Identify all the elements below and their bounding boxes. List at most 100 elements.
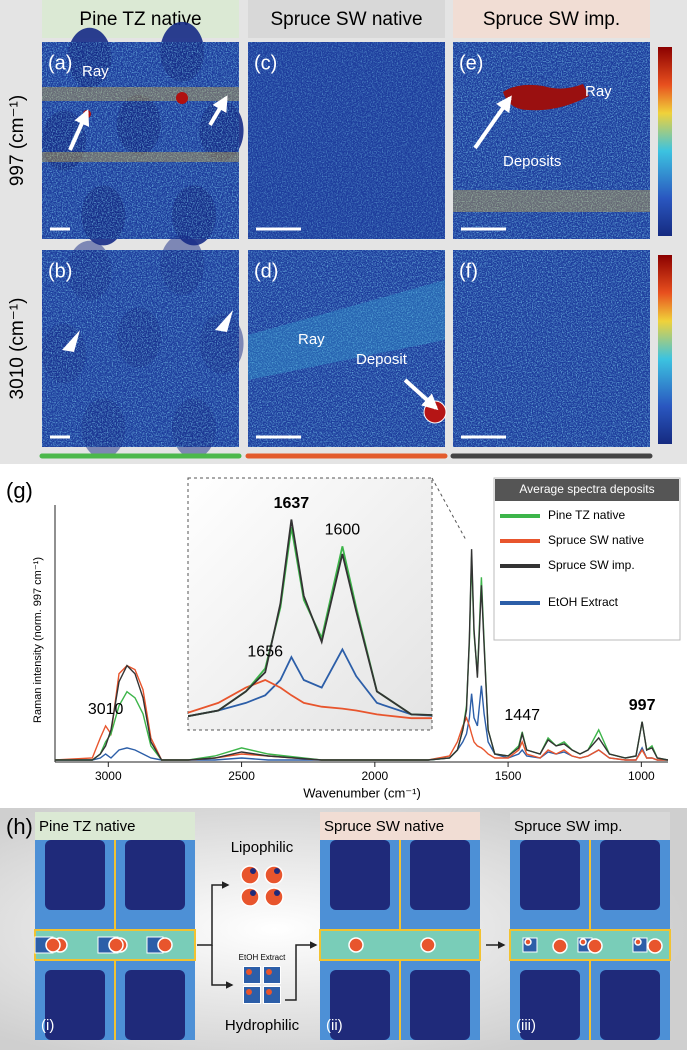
- column-header-bg: [453, 0, 650, 38]
- lipophilic-droplet: [647, 938, 663, 954]
- peak-label: 3010: [88, 701, 124, 718]
- column-header-bg: [510, 812, 670, 840]
- x-axis-label: Wavenumber (cm⁻¹): [303, 785, 421, 800]
- row-label: 997 (cm⁻¹): [7, 95, 28, 186]
- spectrum-line: [188, 679, 432, 720]
- peak-label: 1656: [247, 644, 283, 661]
- arrow: [285, 941, 318, 1001]
- hydrophilic-particle: [243, 966, 261, 984]
- arrow: [211, 945, 234, 989]
- panel-label: (h): [6, 814, 33, 839]
- scheme-label: Lipophilic: [231, 839, 294, 856]
- arrow: [197, 881, 230, 946]
- arrowhead: [215, 310, 233, 332]
- deposit: [503, 84, 589, 111]
- legend-label: Pine TZ native: [548, 508, 625, 522]
- scheme-label: Hydrophilic: [225, 1017, 300, 1034]
- cell-lumen: [45, 970, 105, 1040]
- map-noise: [248, 42, 445, 239]
- lipophilic-droplet: [108, 937, 124, 953]
- column-header-bg: [248, 0, 445, 38]
- lipophilic-droplet: [240, 887, 260, 907]
- spectrum-line: [188, 519, 432, 718]
- x-tick-label: 3000: [95, 769, 122, 783]
- scheme: (h) Pine TZ native (i) Spruce SW native (ii)…: [6, 812, 671, 1040]
- legend-label: Spruce SW imp.: [548, 558, 635, 572]
- column-header-bg: [320, 812, 480, 840]
- map-label: (b): [48, 260, 72, 282]
- arrow: [208, 95, 228, 127]
- peak-label: 1600: [325, 522, 361, 539]
- inset-connector: [431, 477, 467, 541]
- droplet-core: [274, 890, 280, 896]
- column-header-bg: [35, 812, 195, 840]
- x-tick-label: 1000: [628, 769, 655, 783]
- ray-band: [453, 190, 650, 212]
- map-label: (d): [254, 260, 278, 282]
- cell-lumen: [125, 840, 185, 910]
- cell-lumen: [330, 970, 390, 1040]
- scheme-label: EtOH Extract: [239, 953, 286, 962]
- map-label: (c): [254, 52, 277, 74]
- particle-core: [266, 969, 272, 975]
- column-header: Spruce SW imp.: [514, 818, 622, 835]
- map-noise: [453, 250, 650, 447]
- lipophilic-droplet: [264, 865, 284, 885]
- cell-lumen: [330, 840, 390, 910]
- droplet-core: [250, 868, 256, 874]
- lipophilic-droplet: [157, 937, 173, 953]
- lipophilic-droplet: [552, 938, 568, 954]
- map-annotation: Ray: [82, 63, 109, 80]
- inset-box: [187, 477, 433, 731]
- lipophilic-droplet: [45, 937, 61, 953]
- droplet-core: [274, 868, 280, 874]
- colorbar: [658, 255, 672, 444]
- step-label: (iii): [516, 1017, 536, 1034]
- cell-lumen: [600, 970, 660, 1040]
- colorbar: [658, 47, 672, 236]
- hydrophilic-particle: [263, 966, 281, 984]
- map-noise: [248, 250, 445, 447]
- arrow: [68, 109, 90, 151]
- raman-maps: Pine TZ native Spruce SW native Spruce SW …: [7, 0, 672, 459]
- step-label: (ii): [326, 1017, 343, 1034]
- column-header: Spruce SW imp.: [483, 9, 620, 30]
- hydrophilic-particle: [243, 986, 261, 1004]
- legend-box: [493, 477, 681, 641]
- droplet-core: [250, 890, 256, 896]
- arrow: [403, 378, 439, 411]
- ray-band: [42, 87, 239, 101]
- legend-title: Average spectra deposits: [519, 482, 654, 496]
- deposit: [176, 92, 188, 104]
- ray-cell: [319, 929, 481, 961]
- legend-label: Spruce SW native: [548, 533, 644, 547]
- map-annotation: Ray: [585, 83, 612, 100]
- lipophilic-droplet: [264, 887, 284, 907]
- peak-label: 1447: [504, 707, 540, 724]
- map-annotation: Deposits: [503, 153, 561, 170]
- x-tick-label: 1500: [495, 769, 522, 783]
- y-axis-label: Raman intensity (norm. 997 cm⁻¹): [32, 557, 44, 723]
- column-header: Pine TZ native: [39, 818, 135, 835]
- legend-label: EtOH Extract: [548, 595, 619, 609]
- row-label: 3010 (cm⁻¹): [7, 298, 28, 400]
- map-label: (f): [459, 260, 478, 282]
- peak-label: 997: [629, 697, 656, 714]
- map-noise: [453, 42, 650, 239]
- lipophilic-droplet: [634, 938, 642, 946]
- legend-title-bar: [495, 479, 679, 501]
- lipophilic-droplet: [240, 865, 260, 885]
- cell-lumen: [45, 840, 105, 910]
- particle-core: [266, 989, 272, 995]
- map-label: (e): [459, 52, 483, 74]
- map-annotation: Ray: [298, 331, 325, 348]
- spectrum-line: [188, 647, 432, 718]
- peak-label: 1637: [274, 495, 310, 512]
- deposit: [423, 400, 447, 424]
- column-header-bg: [42, 0, 239, 38]
- lipophilic-droplet: [420, 937, 436, 953]
- column-header: Spruce SW native: [324, 818, 444, 835]
- hydrophilic-particle: [263, 986, 281, 1004]
- map-label: (a): [48, 52, 72, 74]
- x-tick-label: 2000: [361, 769, 388, 783]
